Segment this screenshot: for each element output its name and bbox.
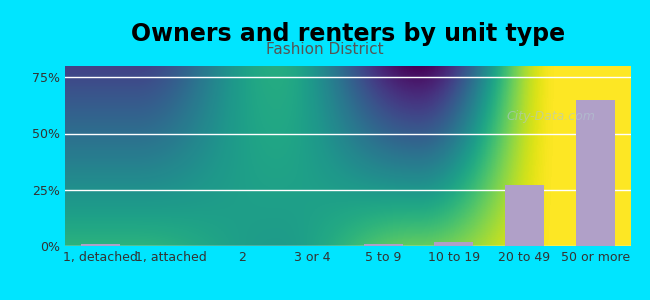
Bar: [576, 100, 615, 246]
Bar: [81, 244, 120, 246]
Bar: [434, 242, 473, 246]
Title: Owners and renters by unit type: Owners and renters by unit type: [131, 22, 565, 46]
Bar: [505, 185, 544, 246]
Bar: [363, 244, 402, 246]
Text: Fashion District: Fashion District: [266, 42, 384, 57]
Text: City-Data.com: City-Data.com: [506, 110, 595, 123]
